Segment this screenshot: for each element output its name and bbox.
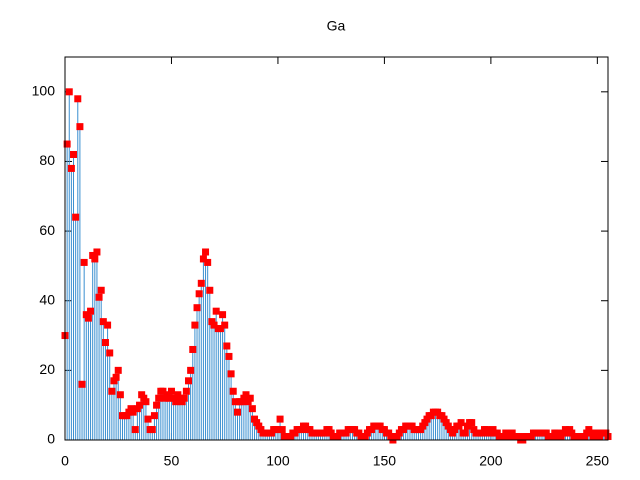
y-tick-label: 0 [47, 431, 55, 447]
x-tick-label: 50 [164, 453, 180, 469]
x-tick-label: 250 [586, 453, 610, 469]
point [210, 321, 218, 329]
point [193, 304, 201, 312]
chart-title: Ga [327, 18, 346, 34]
y-tick-label: 40 [39, 291, 55, 307]
point [227, 370, 235, 378]
point [276, 415, 284, 423]
point [216, 325, 224, 333]
point [212, 307, 220, 315]
point [223, 342, 231, 350]
point [80, 258, 88, 266]
point [274, 426, 282, 434]
point [233, 408, 241, 416]
point [84, 314, 92, 322]
x-tick-label: 200 [479, 453, 503, 469]
point [65, 88, 73, 96]
point [116, 391, 124, 399]
point [202, 248, 210, 256]
point [278, 426, 286, 434]
point [144, 415, 152, 423]
point [191, 321, 199, 329]
point [167, 387, 175, 395]
point [93, 248, 101, 256]
point [97, 286, 105, 294]
point [461, 429, 469, 437]
point [76, 123, 84, 131]
point [131, 426, 139, 434]
point [248, 405, 256, 413]
point [136, 401, 144, 409]
point [225, 352, 233, 360]
point [150, 412, 158, 420]
point [219, 311, 227, 319]
point [165, 394, 173, 402]
x-tick-label: 100 [266, 453, 290, 469]
point [180, 394, 188, 402]
point [112, 373, 120, 381]
point [67, 164, 75, 172]
point [468, 419, 476, 427]
point [155, 394, 163, 402]
point [195, 290, 203, 298]
plot-border [64, 56, 609, 441]
point [242, 391, 250, 399]
point [74, 95, 82, 103]
point [231, 398, 239, 406]
point [457, 419, 465, 427]
point [229, 387, 237, 395]
point [129, 408, 137, 416]
point [197, 279, 205, 287]
point [63, 140, 71, 148]
point [106, 349, 114, 357]
point [99, 318, 107, 326]
point [172, 398, 180, 406]
point [72, 213, 80, 221]
point [199, 255, 207, 263]
point [185, 377, 193, 385]
point [70, 150, 78, 158]
y-tick-label: 20 [39, 361, 55, 377]
point [78, 380, 86, 388]
point [221, 321, 229, 329]
y-tick-label: 80 [39, 152, 55, 168]
x-tick-label: 0 [61, 453, 69, 469]
point [153, 401, 161, 409]
point [246, 394, 254, 402]
point [206, 286, 214, 294]
point [189, 345, 197, 353]
point [91, 255, 99, 263]
point [204, 258, 212, 266]
y-tick-label: 100 [32, 83, 56, 99]
point [114, 366, 122, 374]
point [142, 398, 150, 406]
point [101, 339, 109, 347]
y-tick-label: 60 [39, 222, 55, 238]
point [104, 321, 112, 329]
point [87, 307, 95, 315]
x-tick-label: 150 [373, 453, 397, 469]
point [95, 293, 103, 301]
point [108, 387, 116, 395]
point [182, 387, 190, 395]
point [159, 387, 167, 395]
point [148, 426, 156, 434]
point [187, 366, 195, 374]
